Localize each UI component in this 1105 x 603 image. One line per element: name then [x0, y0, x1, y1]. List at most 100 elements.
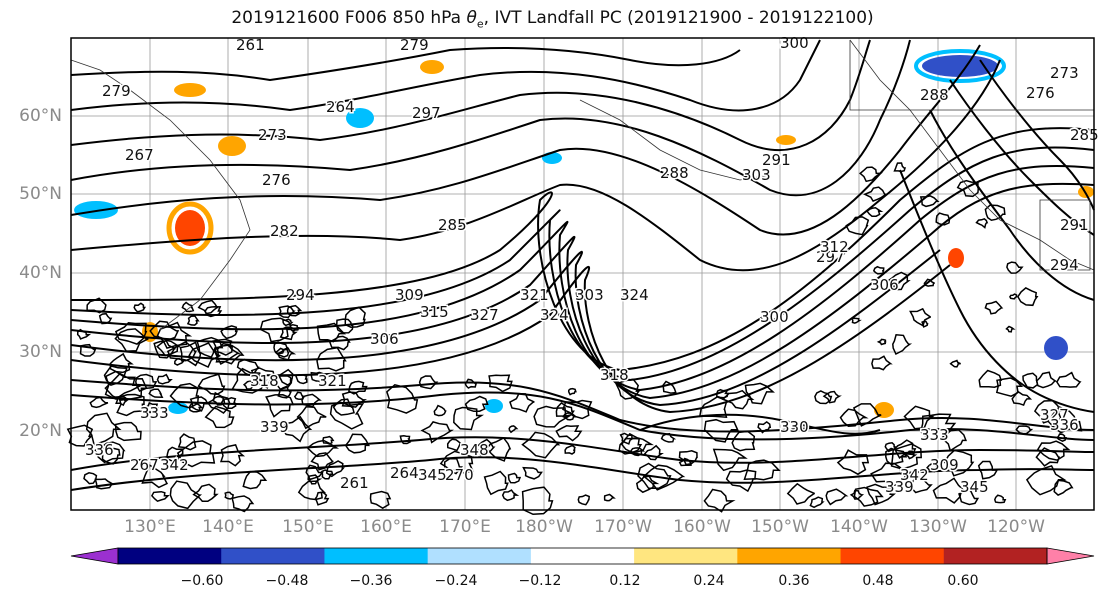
contour-line [98, 312, 113, 325]
contour-label: 333 [140, 404, 169, 422]
contour-line [297, 480, 327, 501]
contour-label: 285 [438, 216, 467, 234]
contour-line [1017, 287, 1039, 307]
coastline [849, 39, 1095, 271]
contour-label: 261 [236, 36, 265, 54]
contour-line [275, 368, 294, 391]
contour-line [521, 486, 554, 516]
colorbar-tick-label: 0.24 [693, 573, 725, 589]
contour-line [943, 429, 967, 452]
colorbar-tick-label: 0.60 [947, 573, 979, 589]
contour-line [344, 433, 370, 454]
colorbar-extend-left [70, 547, 119, 565]
colorbar-tick-label: −0.36 [349, 573, 393, 589]
contour-line [639, 413, 881, 435]
contour-line [1056, 433, 1067, 443]
contour-line [678, 457, 692, 467]
contour-line [169, 382, 200, 409]
lat-label: 40°N [19, 263, 62, 283]
anomaly-blob [218, 136, 246, 156]
contour-label: 282 [270, 222, 299, 240]
lon-label: 150°E [282, 517, 334, 537]
contour-line [133, 302, 147, 313]
anomaly-blob [166, 201, 214, 255]
contour-line [919, 195, 940, 208]
colorbar-segment [737, 548, 842, 564]
contour-line [911, 476, 933, 494]
contour-label: 264 [326, 98, 355, 116]
contour-line [85, 412, 122, 446]
contour-line [453, 406, 485, 431]
contour-label: 312 [820, 238, 849, 256]
contour-line [660, 432, 677, 443]
contour-line [153, 340, 176, 359]
contour-label: 300 [780, 34, 809, 52]
contour-label: 321 [520, 286, 549, 304]
contour-line [177, 433, 197, 451]
colorbar-segment [427, 548, 532, 564]
contour-line [329, 401, 365, 430]
lon-label: 150°W [751, 517, 809, 537]
contour-line [149, 320, 180, 342]
contour-line [464, 378, 477, 389]
lon-label: 170°E [439, 517, 491, 537]
contour-line [204, 306, 223, 318]
contour-line [1047, 406, 1083, 434]
contour-label: 273 [258, 126, 287, 144]
contour-line [305, 464, 324, 481]
coastline [1039, 199, 1091, 271]
contour-line [214, 344, 242, 366]
colorbar-tick-label: −0.48 [265, 573, 309, 589]
contour-line [310, 452, 334, 471]
contour-line [70, 391, 1095, 441]
contour-line [943, 449, 975, 477]
contour-line [274, 347, 290, 358]
contour-line [278, 305, 296, 319]
contour-label: 279 [400, 36, 429, 54]
contour-line [277, 385, 292, 399]
map-frame [70, 37, 1095, 511]
contour-line [893, 162, 907, 173]
coastline [70, 59, 251, 331]
contour-line [839, 408, 869, 427]
anomaly-blob [420, 60, 444, 74]
contour-line [335, 318, 354, 334]
contour-line [314, 491, 330, 506]
contour-line [884, 442, 896, 453]
contour-line [1025, 464, 1067, 496]
contour-line [70, 182, 1095, 400]
contour-line [984, 204, 1006, 221]
coastline [849, 40, 1094, 111]
contour-label: 309 [930, 456, 959, 474]
contour-line [206, 391, 231, 414]
anomaly-blob [874, 402, 894, 418]
contour-line [294, 374, 308, 385]
contour-line [281, 415, 313, 443]
contour-label: 318 [250, 372, 279, 390]
contour-line [635, 475, 660, 494]
contour-line [150, 490, 170, 503]
contour-line [443, 457, 464, 475]
contour-label: 291 [762, 151, 791, 169]
contour-line [892, 334, 913, 356]
contour-line [70, 59, 1001, 272]
contour-label: 327 [470, 306, 499, 324]
coastline [579, 99, 771, 181]
contour-label: 276 [1026, 84, 1055, 102]
contour-line [114, 322, 148, 345]
contour-line [919, 413, 957, 440]
contour-line [166, 341, 197, 362]
contour-line [615, 378, 641, 400]
contour-line [1015, 425, 1034, 435]
contour-line [70, 249, 941, 407]
contour-line [325, 460, 345, 478]
colorbar-segment [221, 548, 325, 564]
contour-labels: 261 264 267 273 276 279 282 285 288 291 294 297 300 3… [84, 33, 1101, 498]
contour-line [567, 387, 577, 396]
contour-line [282, 318, 294, 327]
contour-line [141, 464, 169, 489]
contour-line [642, 464, 686, 491]
contour-line [344, 306, 366, 328]
contour-line [306, 439, 340, 458]
contour-line [116, 393, 145, 417]
